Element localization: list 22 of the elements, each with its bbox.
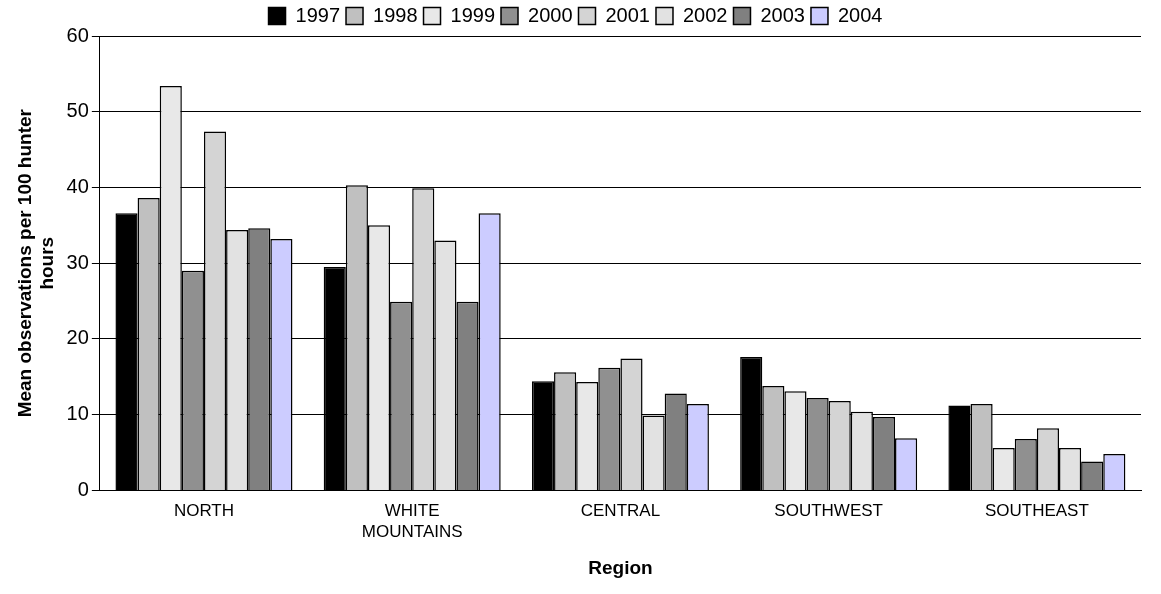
legend-label: 2004	[837, 3, 883, 26]
y-tick-label: 50	[66, 99, 89, 122]
x-tick-label: WHITE MOUNTAINS	[361, 501, 463, 541]
legend-label: 1998	[373, 3, 418, 26]
legend-label: 2002	[682, 3, 728, 26]
y-tick-label: 20	[66, 326, 89, 349]
y-tick-label: 40	[66, 174, 89, 197]
legend-label: 2000	[528, 3, 573, 26]
y-tick-label: 10	[66, 402, 89, 425]
y-tick-label: 30	[66, 250, 89, 273]
x-axis-title: Region	[588, 556, 653, 578]
legend-label: 1999	[450, 3, 496, 26]
y-tick-label: 0	[77, 477, 89, 500]
x-tick-label: CENTRAL	[580, 501, 661, 521]
y-axis-title: Mean observations per 100 hunter hours	[13, 108, 58, 418]
legend-label: 1997	[295, 3, 341, 26]
legend-label: 2003	[760, 3, 805, 26]
y-tick-label: 60	[66, 23, 89, 46]
x-tick-label: SOUTHWEST	[774, 501, 883, 521]
x-tick-label: SOUTHEAST	[984, 501, 1089, 521]
x-tick-label: NORTH	[173, 501, 235, 521]
legend-label: 2001	[605, 3, 650, 26]
